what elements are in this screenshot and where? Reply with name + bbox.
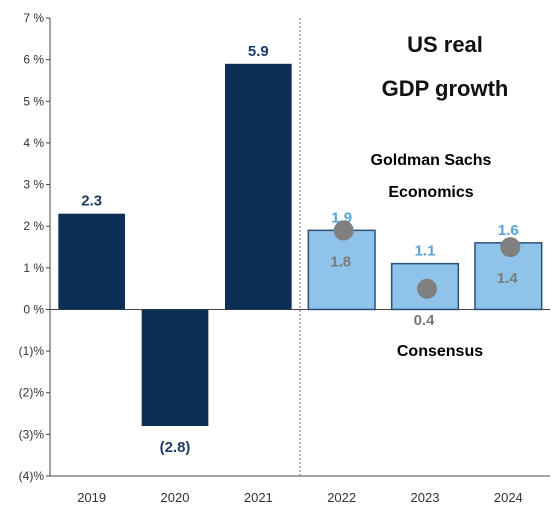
y-tick-label: 2 % — [23, 219, 44, 233]
consensus-point-2024 — [500, 237, 521, 258]
y-tick-label: (2)% — [19, 386, 45, 400]
x-tick-label: 2021 — [244, 490, 273, 505]
chart-title-line2: GDP growth — [382, 76, 509, 101]
bar-actual-2019 — [58, 213, 126, 310]
y-tick-label: (4)% — [19, 469, 45, 483]
axes-layer: 7 % 6 % 5 % 4 % 3 % 2 % 1 % 0 % (1)% (2)% (3)% (4)%… — [19, 11, 550, 505]
bar-value-label: (2.8) — [160, 439, 191, 456]
x-tick-label: 2019 — [77, 490, 106, 505]
legend-gs-line2: Economics — [388, 184, 473, 201]
labels-layer: 2.3(2.8)5.91.91.11.61.80.41.4 — [81, 43, 521, 456]
bar-actual-2020 — [141, 309, 209, 427]
x-tick-label: 2023 — [411, 490, 440, 505]
bar-value-label: 1.1 — [415, 243, 436, 260]
consensus-point-2023 — [417, 278, 437, 299]
y-tick-label: 0 % — [23, 302, 44, 316]
x-tick-label: 2022 — [327, 490, 356, 505]
y-tick-label: 5 % — [23, 94, 44, 108]
bar-value-label: 1.6 — [498, 222, 519, 239]
consensus-point-2022 — [333, 220, 354, 241]
x-tick-label: 2024 — [494, 490, 523, 505]
consensus-value-label: 0.4 — [414, 312, 436, 329]
y-tick-label: 6 % — [23, 53, 44, 67]
y-tick-label: 7 % — [23, 11, 44, 25]
y-tick-label: (1)% — [19, 344, 45, 358]
x-tick-label: 2020 — [161, 490, 190, 505]
bar-value-label: 5.9 — [248, 43, 269, 60]
y-tick-label: 4 % — [23, 136, 44, 150]
consensus-value-label: 1.4 — [497, 270, 519, 287]
legend-consensus: Consensus — [397, 343, 483, 360]
bar-value-label: 2.3 — [81, 193, 102, 210]
y-tick-label: (3)% — [19, 427, 45, 441]
legend-gs-line1: Goldman Sachs — [371, 152, 492, 169]
chart-title-line1: US real — [407, 32, 483, 57]
bar-actual-2021 — [225, 63, 292, 310]
bars-layer — [58, 63, 543, 427]
bar-forecast-2022 — [307, 229, 376, 311]
y-tick-label: 3 % — [23, 178, 44, 192]
y-tick-label: 1 % — [23, 261, 44, 275]
consensus-value-label: 1.8 — [330, 254, 351, 271]
